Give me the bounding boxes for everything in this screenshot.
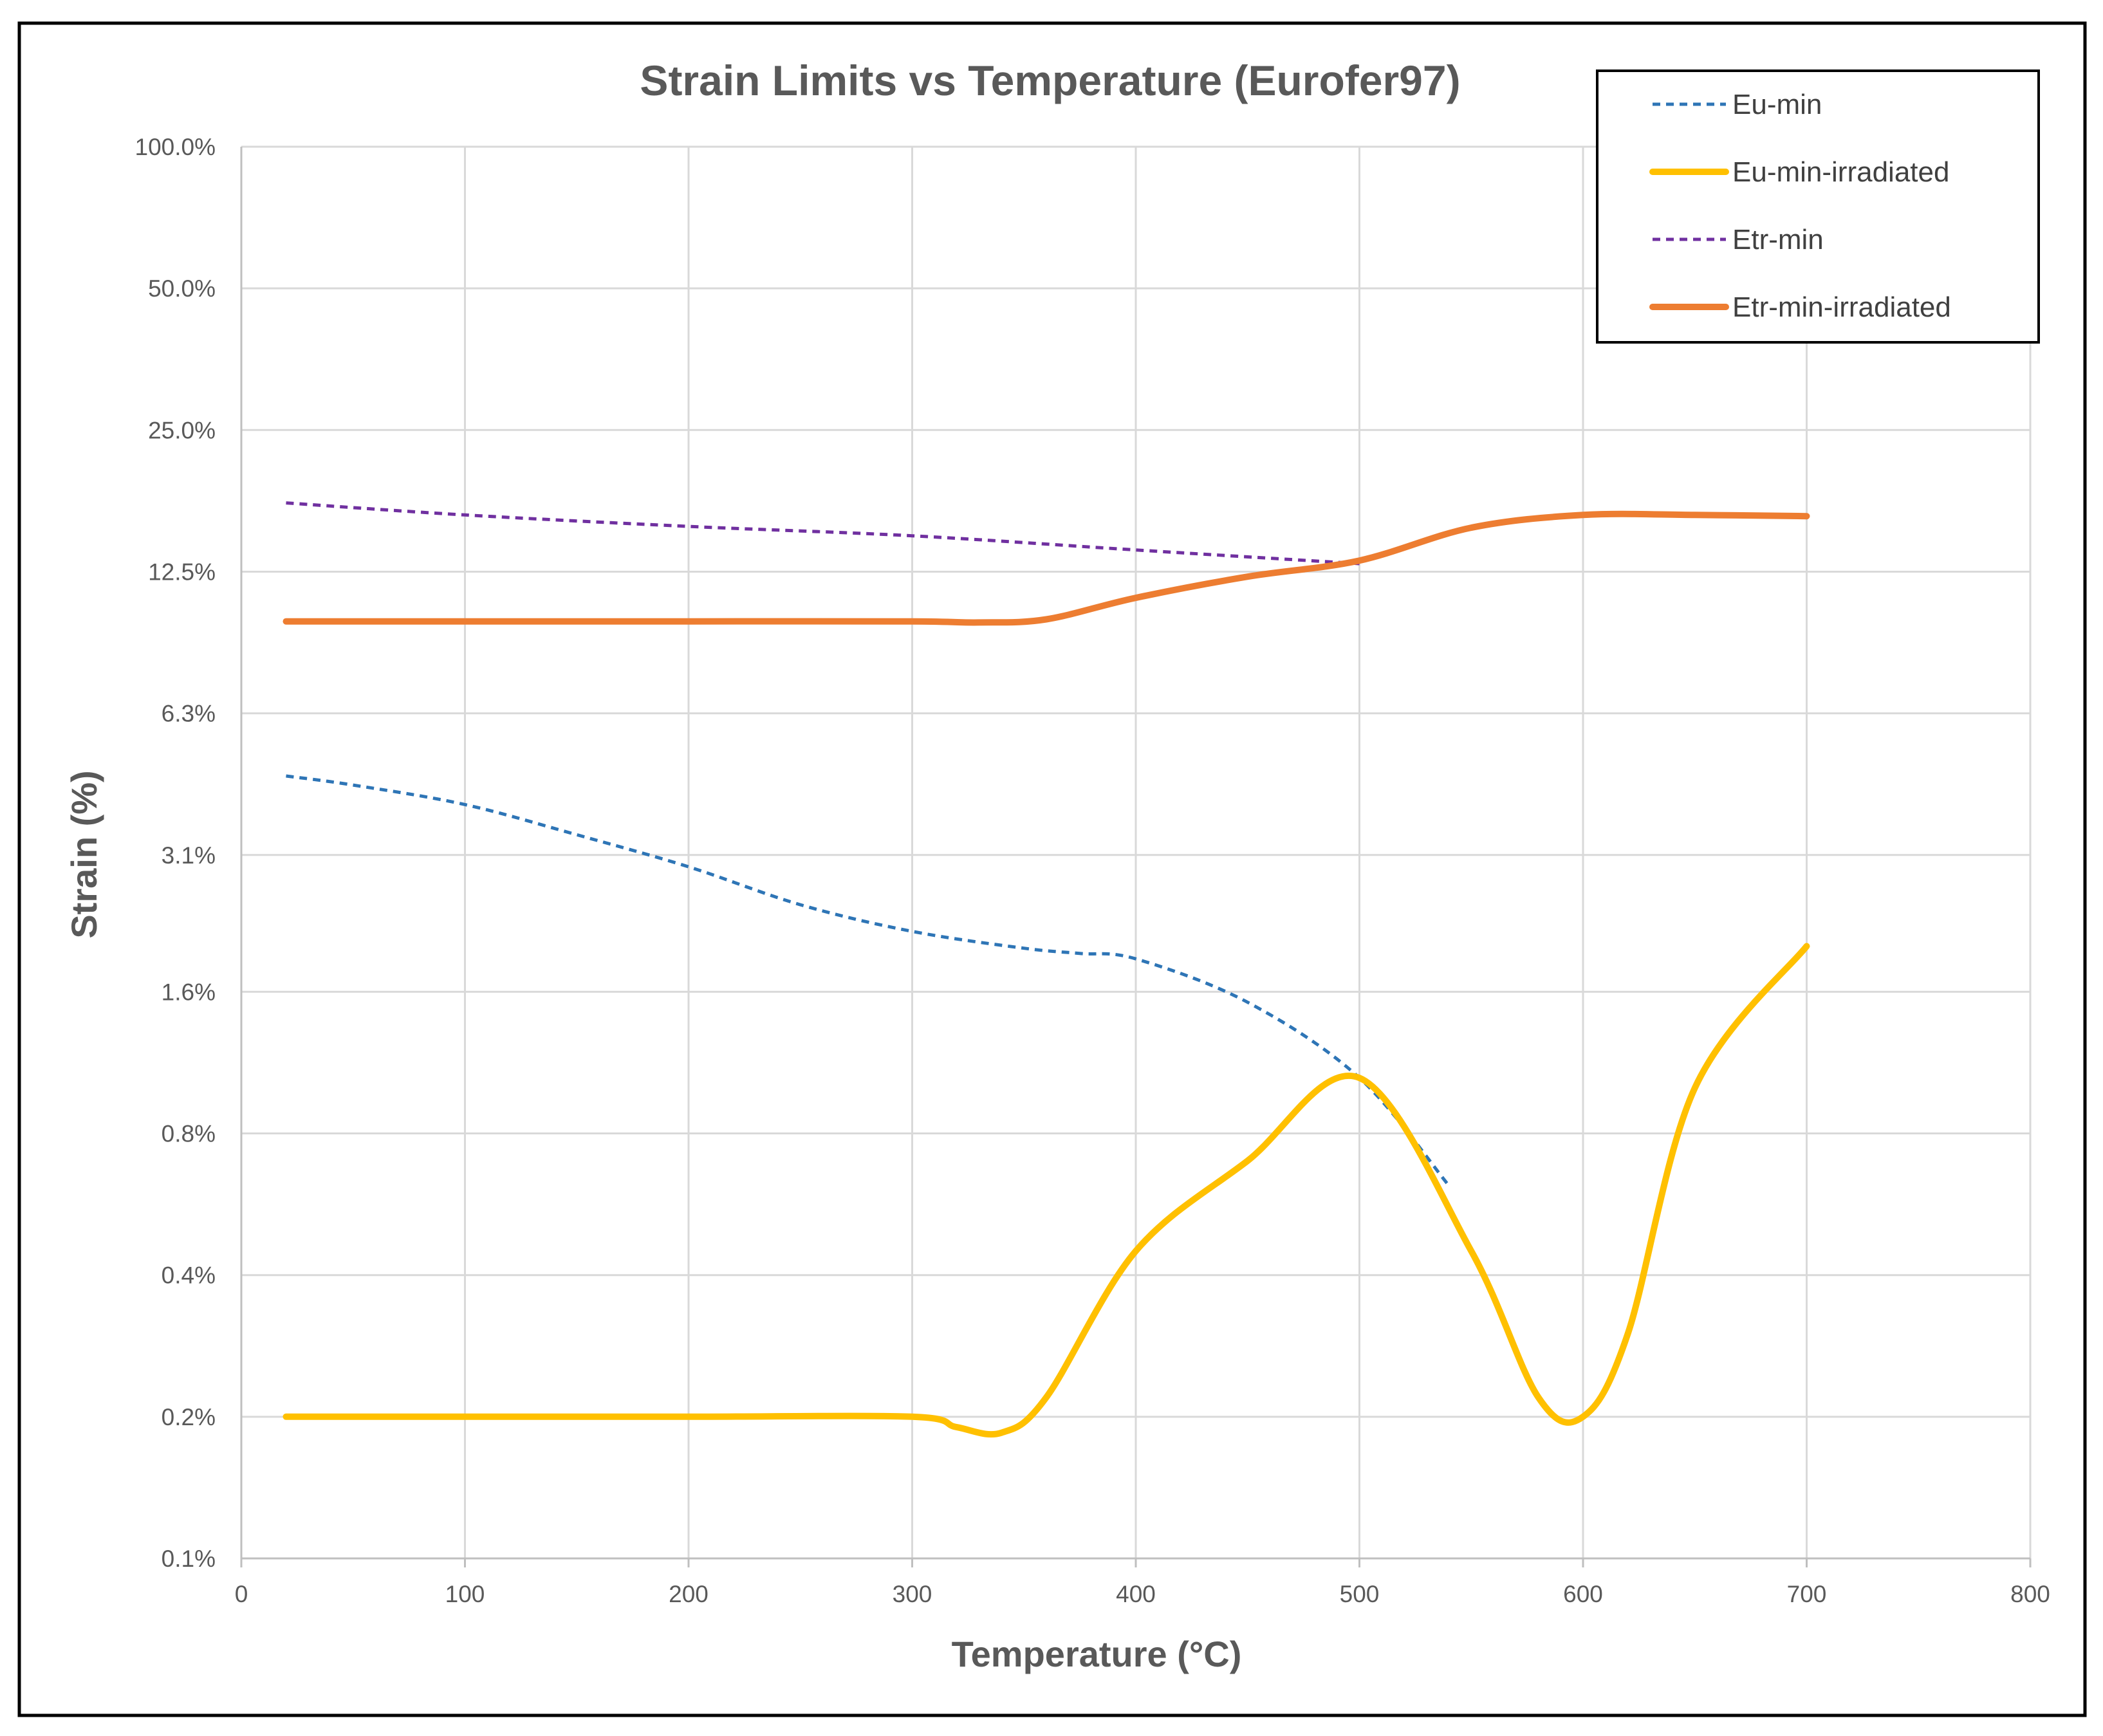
legend-label-eu-min-irradiated: Eu-min-irradiated <box>1732 156 1949 188</box>
y-tick-label: 0.8% <box>162 1121 216 1147</box>
y-tick-label: 0.4% <box>162 1262 216 1289</box>
legend-label-etr-min-irradiated: Etr-min-irradiated <box>1732 291 1951 323</box>
y-tick-label: 0.1% <box>162 1546 216 1572</box>
axes <box>240 147 2032 1567</box>
y-tick-label: 6.3% <box>162 701 216 727</box>
y-tick-label: 3.1% <box>162 842 216 869</box>
y-tick-label: 1.6% <box>162 979 216 1005</box>
y-tick-label: 12.5% <box>148 559 216 585</box>
x-tick-label: 100 <box>445 1581 485 1607</box>
chart-title: Strain Limits vs Temperature (Eurofer97) <box>640 57 1460 104</box>
x-axis-ticks: 0 100 200 300 400 500 600 700 800 <box>235 1581 2050 1607</box>
y-tick-label: 0.2% <box>162 1404 216 1430</box>
x-tick-label: 200 <box>669 1581 709 1607</box>
legend-box <box>1596 69 2040 344</box>
series-lines <box>283 501 1810 1438</box>
legend-label-eu-min: Eu-min <box>1732 89 1822 120</box>
x-tick-label: 0 <box>235 1581 248 1607</box>
x-tick-label: 400 <box>1116 1581 1156 1607</box>
x-tick-label: 700 <box>1787 1581 1827 1607</box>
legend: Eu-min Eu-min-irradiated Etr-min Etr-min-ir… <box>1596 69 2040 344</box>
series-line-etr-min-irradiated <box>283 510 1810 626</box>
y-axis-ticks: 0.1% 0.2% 0.4% 0.8% 1.6% 3.1% 6.3% 12.5% 25.0% 50… <box>135 134 216 1572</box>
x-tick-label: 800 <box>2010 1581 2050 1607</box>
series-line-eu-min-irradiated <box>283 943 1810 1438</box>
y-axis-title: Strain (%) <box>64 770 104 938</box>
series-line-eu-min <box>286 774 1450 1187</box>
legend-label-etr-min: Etr-min <box>1732 224 1824 255</box>
y-tick-label: 25.0% <box>148 417 216 443</box>
series-line-etr-min <box>286 501 1360 566</box>
x-axis-title: Temperature (°C) <box>952 1634 1242 1674</box>
y-tick-label: 100.0% <box>135 134 216 160</box>
x-tick-label: 500 <box>1340 1581 1380 1607</box>
x-tick-label: 300 <box>893 1581 932 1607</box>
x-tick-label: 600 <box>1563 1581 1603 1607</box>
y-tick-label: 50.0% <box>148 275 216 302</box>
